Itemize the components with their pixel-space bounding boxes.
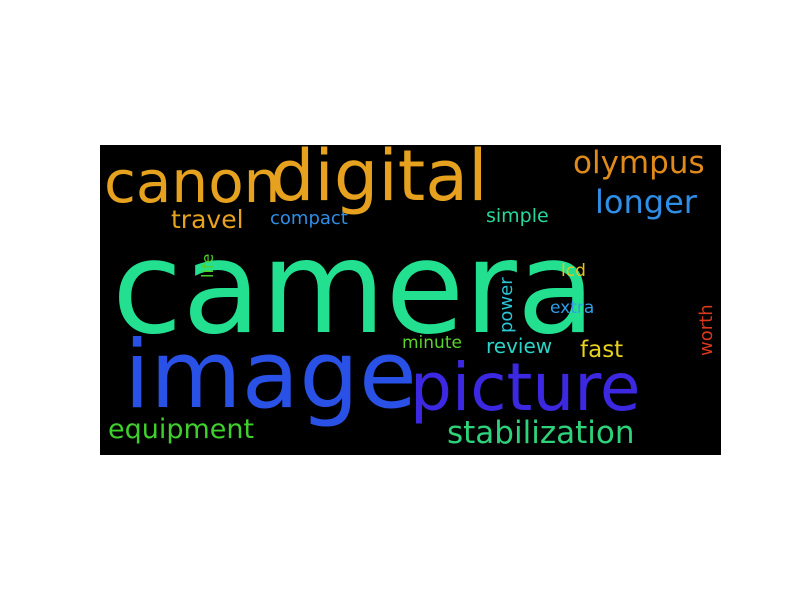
word-olympus: olympus bbox=[573, 145, 705, 181]
word-lcd: lcd bbox=[561, 261, 586, 281]
word-picture: picture bbox=[410, 349, 641, 426]
word-compact: compact bbox=[270, 208, 348, 229]
word-extra: extra bbox=[550, 298, 594, 318]
word-image: image bbox=[124, 321, 417, 430]
word-minute: minute bbox=[402, 333, 462, 353]
word-digital: digital bbox=[270, 135, 488, 217]
word-longer: longer bbox=[595, 183, 698, 221]
word-worth: worth bbox=[696, 304, 717, 356]
word-stabilization: stabilization bbox=[447, 415, 634, 451]
word-camera: camera bbox=[112, 214, 595, 363]
word-canon: canon bbox=[104, 148, 280, 216]
word-power: power bbox=[496, 277, 517, 333]
word-cloud-background bbox=[100, 145, 721, 455]
word-fast: fast bbox=[580, 337, 623, 363]
word-life: life bbox=[198, 254, 217, 278]
word-simple: simple bbox=[486, 205, 549, 227]
word-travel: travel bbox=[171, 205, 244, 234]
word-review: review bbox=[486, 334, 552, 358]
word-equipment: equipment bbox=[108, 414, 254, 445]
